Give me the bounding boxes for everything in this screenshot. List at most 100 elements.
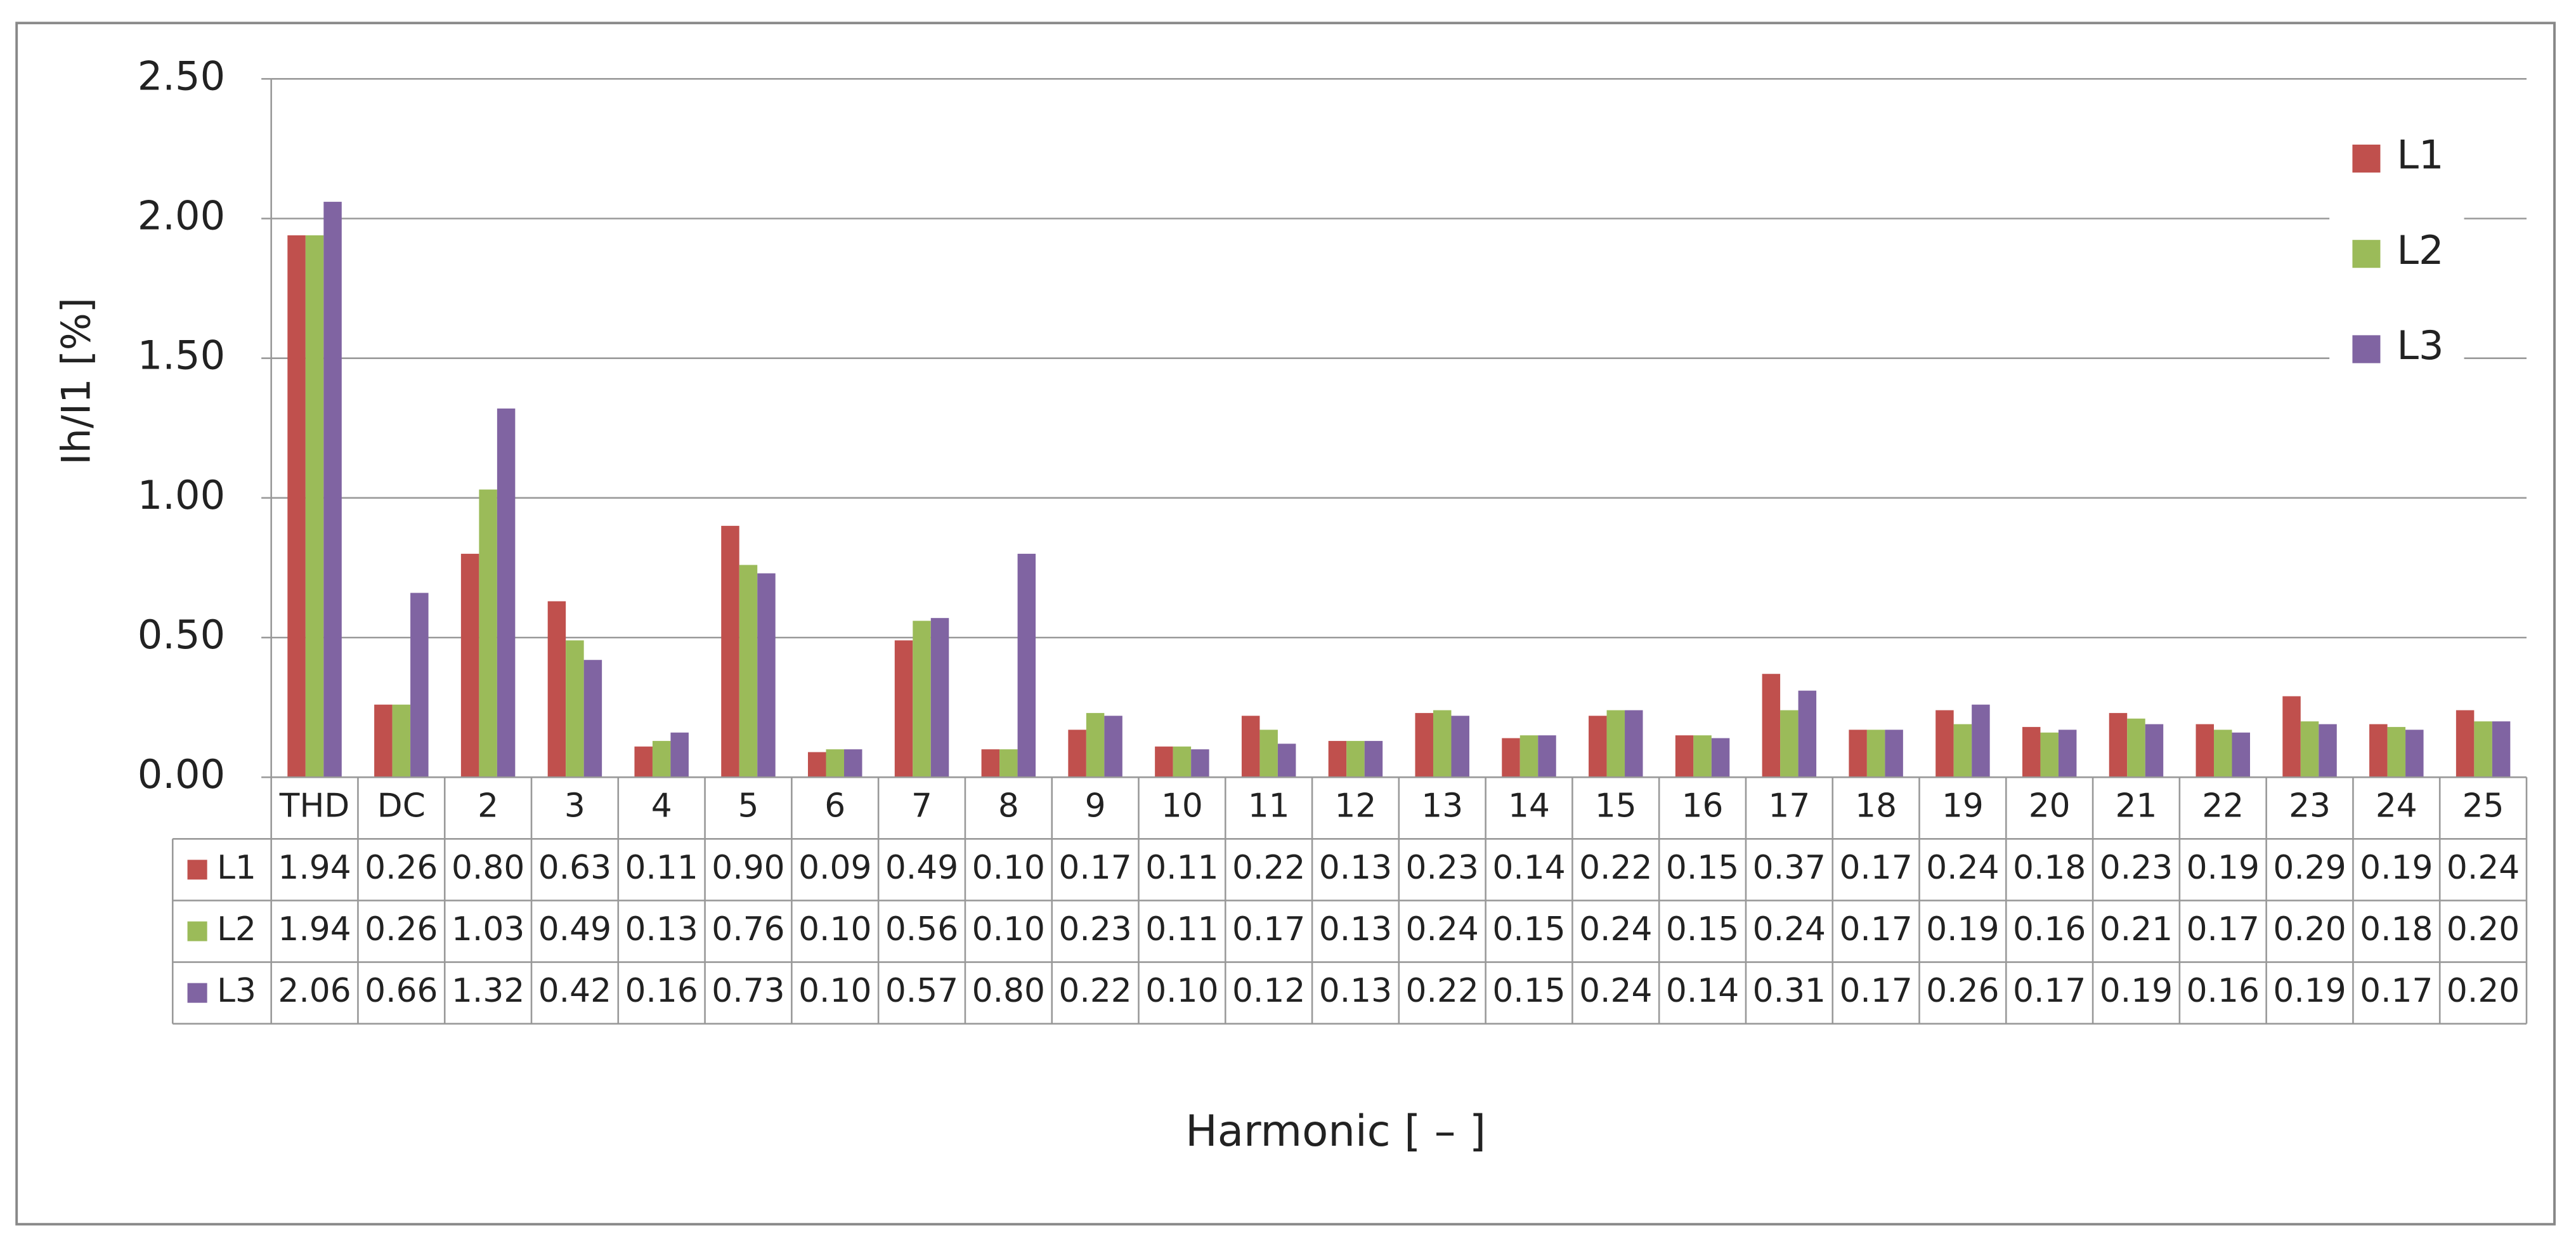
table-cell: 0.17 (1232, 910, 1305, 948)
table-cell: 1.94 (278, 910, 351, 948)
bar (2232, 732, 2251, 778)
y-tick-label: 0.50 (138, 612, 225, 658)
table-cell: 0.26 (1926, 972, 1999, 1010)
x-tick-label: 25 (2462, 787, 2504, 825)
table-cell: 0.13 (1319, 849, 1392, 887)
x-tick-label: 5 (738, 787, 758, 825)
table-cell: 0.22 (1232, 849, 1305, 887)
bar (497, 408, 516, 778)
bar (2214, 730, 2232, 778)
bar (392, 704, 411, 778)
x-tick-label: 22 (2202, 787, 2244, 825)
table-cell: 0.19 (2273, 972, 2346, 1010)
bar (1451, 716, 1469, 778)
bar (670, 732, 689, 778)
x-tick-label: 11 (1248, 787, 1290, 825)
table-cell: 0.26 (365, 910, 438, 948)
x-tick-label: 6 (824, 787, 845, 825)
bar (1017, 553, 1036, 778)
bar (844, 749, 862, 778)
bar (1885, 730, 1903, 778)
table-cell: 0.80 (972, 972, 1045, 1010)
x-tick-label: 10 (1161, 787, 1203, 825)
x-tick-label: 15 (1595, 787, 1637, 825)
bar (1259, 730, 1278, 778)
bar (1625, 710, 1643, 778)
legend-label: L2 (2397, 227, 2443, 273)
table-cell: 0.24 (1579, 972, 1652, 1010)
table-cell: 0.09 (798, 849, 871, 887)
table-cell: 0.49 (885, 849, 958, 887)
bar (930, 618, 949, 778)
table-legend-key (187, 921, 207, 941)
table-cell: 0.15 (1666, 910, 1739, 948)
bar (583, 660, 602, 778)
table-cell: 2.06 (278, 972, 351, 1010)
bar (460, 553, 479, 778)
table-cell: 0.10 (972, 910, 1045, 948)
bar (1589, 716, 1607, 778)
table-cell: 0.24 (1579, 910, 1652, 948)
bar (1711, 738, 1730, 778)
table-cell: 0.63 (538, 849, 611, 887)
table-cell: 0.24 (1753, 910, 1826, 948)
bar (2022, 726, 2041, 778)
x-tick-label: 2 (478, 787, 498, 825)
bar (999, 749, 1018, 778)
table-cell: 0.23 (1406, 849, 1479, 887)
table-cell: 0.76 (712, 910, 784, 948)
table-cell: 0.19 (2100, 972, 2173, 1010)
x-tick-label: 23 (2289, 787, 2331, 825)
bar (1762, 674, 1781, 778)
x-axis-label: Harmonic [ – ] (1185, 1106, 1486, 1156)
table-row-label: L1 (217, 849, 256, 887)
legend-label: L3 (2397, 322, 2443, 369)
table-cell: 0.22 (1406, 972, 1479, 1010)
table-cell: 1.32 (452, 972, 524, 1010)
table-cell: 0.17 (1839, 972, 1912, 1010)
bar (323, 202, 342, 778)
bar (479, 489, 497, 778)
bar (1519, 735, 1538, 778)
table-cell: 0.80 (452, 849, 524, 887)
table-cell: 0.19 (1926, 910, 1999, 948)
table-cell: 0.17 (2187, 910, 2260, 948)
x-tick-label: 18 (1855, 787, 1897, 825)
table-cell: 0.15 (1492, 972, 1565, 1010)
table-cell: 0.14 (1666, 972, 1739, 1010)
bar (1241, 716, 1260, 778)
table-cell: 0.22 (1058, 972, 1131, 1010)
table-cell: 0.16 (625, 972, 698, 1010)
bar (2369, 724, 2388, 778)
bar (1173, 746, 1192, 778)
table-cell: 0.56 (885, 910, 958, 948)
x-tick-label: 19 (1942, 787, 1984, 825)
table-cell: 1.03 (452, 910, 524, 948)
table-cell: 0.22 (1579, 849, 1652, 887)
bar (2195, 724, 2215, 778)
x-tick-label: 21 (2116, 787, 2157, 825)
table-cell: 0.13 (1319, 972, 1392, 1010)
bar (1849, 730, 1867, 778)
table-cell: 0.10 (798, 910, 871, 948)
table-cell: 0.11 (1145, 849, 1218, 887)
bar (2145, 724, 2164, 778)
table-cell: 0.17 (1839, 849, 1912, 887)
bar (1086, 712, 1105, 778)
x-tick-label: 14 (1508, 787, 1550, 825)
bar (2387, 726, 2406, 778)
x-tick-label: 17 (1768, 787, 1810, 825)
legend-label: L1 (2397, 132, 2443, 178)
bar (1538, 735, 1556, 778)
bar (547, 601, 566, 778)
y-axis-label: Ih/I1 [%] (53, 298, 100, 465)
x-tick-label: 20 (2029, 787, 2071, 825)
bar (1935, 710, 1954, 778)
x-tick-label: 4 (651, 787, 672, 825)
bar (739, 565, 758, 778)
table-cell: 0.17 (1839, 910, 1912, 948)
bar (981, 749, 1000, 778)
bar (1104, 716, 1122, 778)
bar (894, 640, 913, 778)
